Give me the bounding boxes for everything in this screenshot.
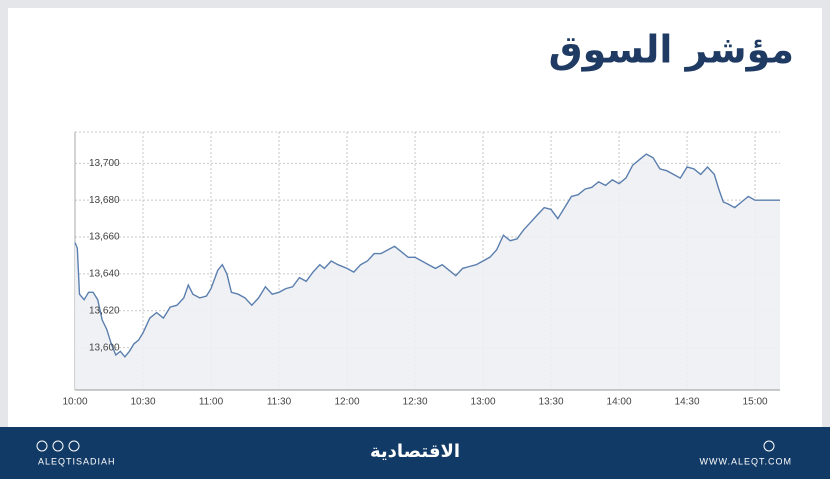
area bbox=[75, 154, 780, 390]
x-tick-label: 15:00 bbox=[743, 397, 768, 408]
x-tick-label: 13:00 bbox=[471, 397, 496, 408]
chart-title: مؤشر السوق bbox=[549, 28, 794, 72]
footer-handle: ALEQTISADIAH bbox=[38, 456, 116, 466]
x-tick-label: 13:30 bbox=[539, 397, 564, 408]
x-tick-label: 14:00 bbox=[607, 397, 632, 408]
x-tick-label: 12:30 bbox=[403, 397, 428, 408]
footer-bar bbox=[0, 427, 830, 479]
plot: 10:00 10:30 11:00 11:30 12:00 12:30 13:00 13:30… bbox=[62, 131, 780, 408]
footer-website: WWW.ALEQT.COM bbox=[700, 456, 793, 466]
x-tick-label: 11:30 bbox=[267, 397, 292, 408]
x-tick-label: 11:00 bbox=[199, 397, 224, 408]
y-tick-label: 13,620 bbox=[89, 305, 120, 316]
y-tick-label: 13,640 bbox=[89, 269, 120, 280]
y-tick-label: 13,680 bbox=[89, 195, 120, 206]
line bbox=[74, 153, 780, 358]
x-tick-label: 10:00 bbox=[62, 397, 87, 408]
x-tick-label: 12:00 bbox=[335, 397, 360, 408]
footer-brand: الاقتصادية bbox=[370, 441, 460, 462]
x-tick-label: 14:30 bbox=[675, 397, 700, 408]
y-tick-label: 13,700 bbox=[89, 158, 120, 169]
x-tick-label: 10:30 bbox=[130, 397, 155, 408]
y-tick-label: 13,660 bbox=[89, 232, 120, 243]
y-tick-label: 13,600 bbox=[89, 342, 120, 353]
social-icons bbox=[36, 440, 775, 452]
